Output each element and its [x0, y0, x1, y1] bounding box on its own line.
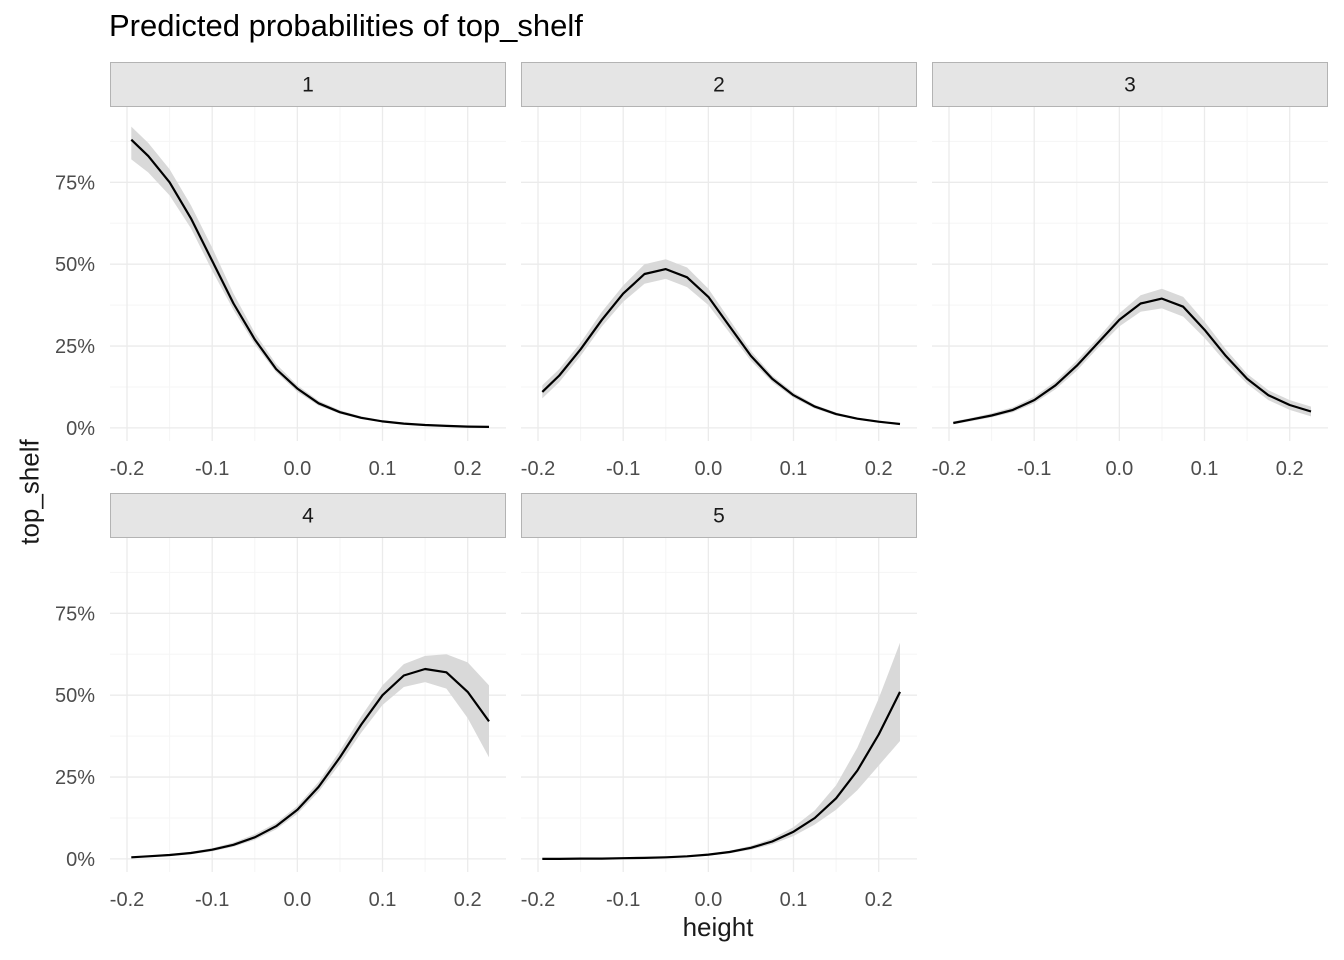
y-tick-label: 50%	[55, 685, 95, 707]
facet-label-4: 4	[302, 505, 314, 528]
confidence-band-2	[542, 259, 900, 425]
y-tick-label: 0%	[66, 418, 95, 440]
x-tick-label: 0.0	[1105, 458, 1133, 480]
x-tick-label: 0.0	[283, 889, 311, 911]
predicted-line-2	[541, 268, 901, 426]
x-tick-label: -0.2	[932, 458, 966, 480]
x-tick-label: -0.2	[521, 458, 555, 480]
predicted-line-1	[130, 138, 490, 428]
facet-label-1: 1	[302, 74, 314, 97]
x-tick-label: -0.1	[1017, 458, 1051, 480]
x-tick-label: -0.1	[606, 889, 640, 911]
facet-strip-4	[110, 493, 506, 538]
confidence-band-1	[131, 126, 490, 428]
chart-title: Predicted probabilities of top_shelf	[109, 8, 583, 43]
y-tick-label: 75%	[55, 172, 95, 194]
x-tick-label: 0.2	[1276, 458, 1304, 480]
facet-strip-2	[521, 62, 917, 107]
predicted-line-5	[542, 691, 901, 860]
y-tick-label: 25%	[55, 767, 95, 789]
x-tick-label: 0.1	[1191, 458, 1219, 480]
x-tick-label: -0.2	[521, 889, 555, 911]
facet-strip-3	[932, 62, 1328, 107]
confidence-band-5	[542, 642, 900, 859]
predicted-line-3	[953, 297, 1312, 425]
y-tick-label: 0%	[66, 849, 95, 871]
x-tick-label: -0.1	[606, 458, 640, 480]
x-tick-label: 0.1	[369, 889, 397, 911]
facet-strip-5	[521, 493, 917, 538]
facet-strip-1	[110, 62, 506, 107]
x-tick-label: 0.2	[865, 458, 893, 480]
predicted-line-4	[131, 667, 490, 859]
x-tick-label: -0.2	[110, 889, 144, 911]
y-tick-label: 75%	[55, 603, 95, 625]
x-axis-label: height	[682, 912, 754, 942]
x-tick-label: 0.0	[694, 889, 722, 911]
facet-label-5: 5	[713, 505, 725, 528]
x-tick-label: 0.2	[454, 458, 482, 480]
x-tick-label: -0.1	[195, 458, 229, 480]
x-tick-label: -0.1	[195, 889, 229, 911]
x-tick-label: 0.0	[694, 458, 722, 480]
y-tick-label: 25%	[55, 336, 95, 358]
x-tick-label: 0.2	[865, 889, 893, 911]
facet-label-2: 2	[713, 74, 725, 97]
x-tick-label: 0.2	[454, 889, 482, 911]
confidence-band-4	[131, 654, 490, 858]
x-tick-label: 0.0	[283, 458, 311, 480]
x-tick-label: -0.2	[110, 458, 144, 480]
y-tick-label: 50%	[55, 254, 95, 276]
confidence-band-3	[953, 288, 1311, 425]
x-tick-label: 0.1	[780, 889, 808, 911]
x-tick-label: 0.1	[369, 458, 397, 480]
x-tick-label: 0.1	[780, 458, 808, 480]
facet-label-3: 3	[1124, 74, 1136, 97]
